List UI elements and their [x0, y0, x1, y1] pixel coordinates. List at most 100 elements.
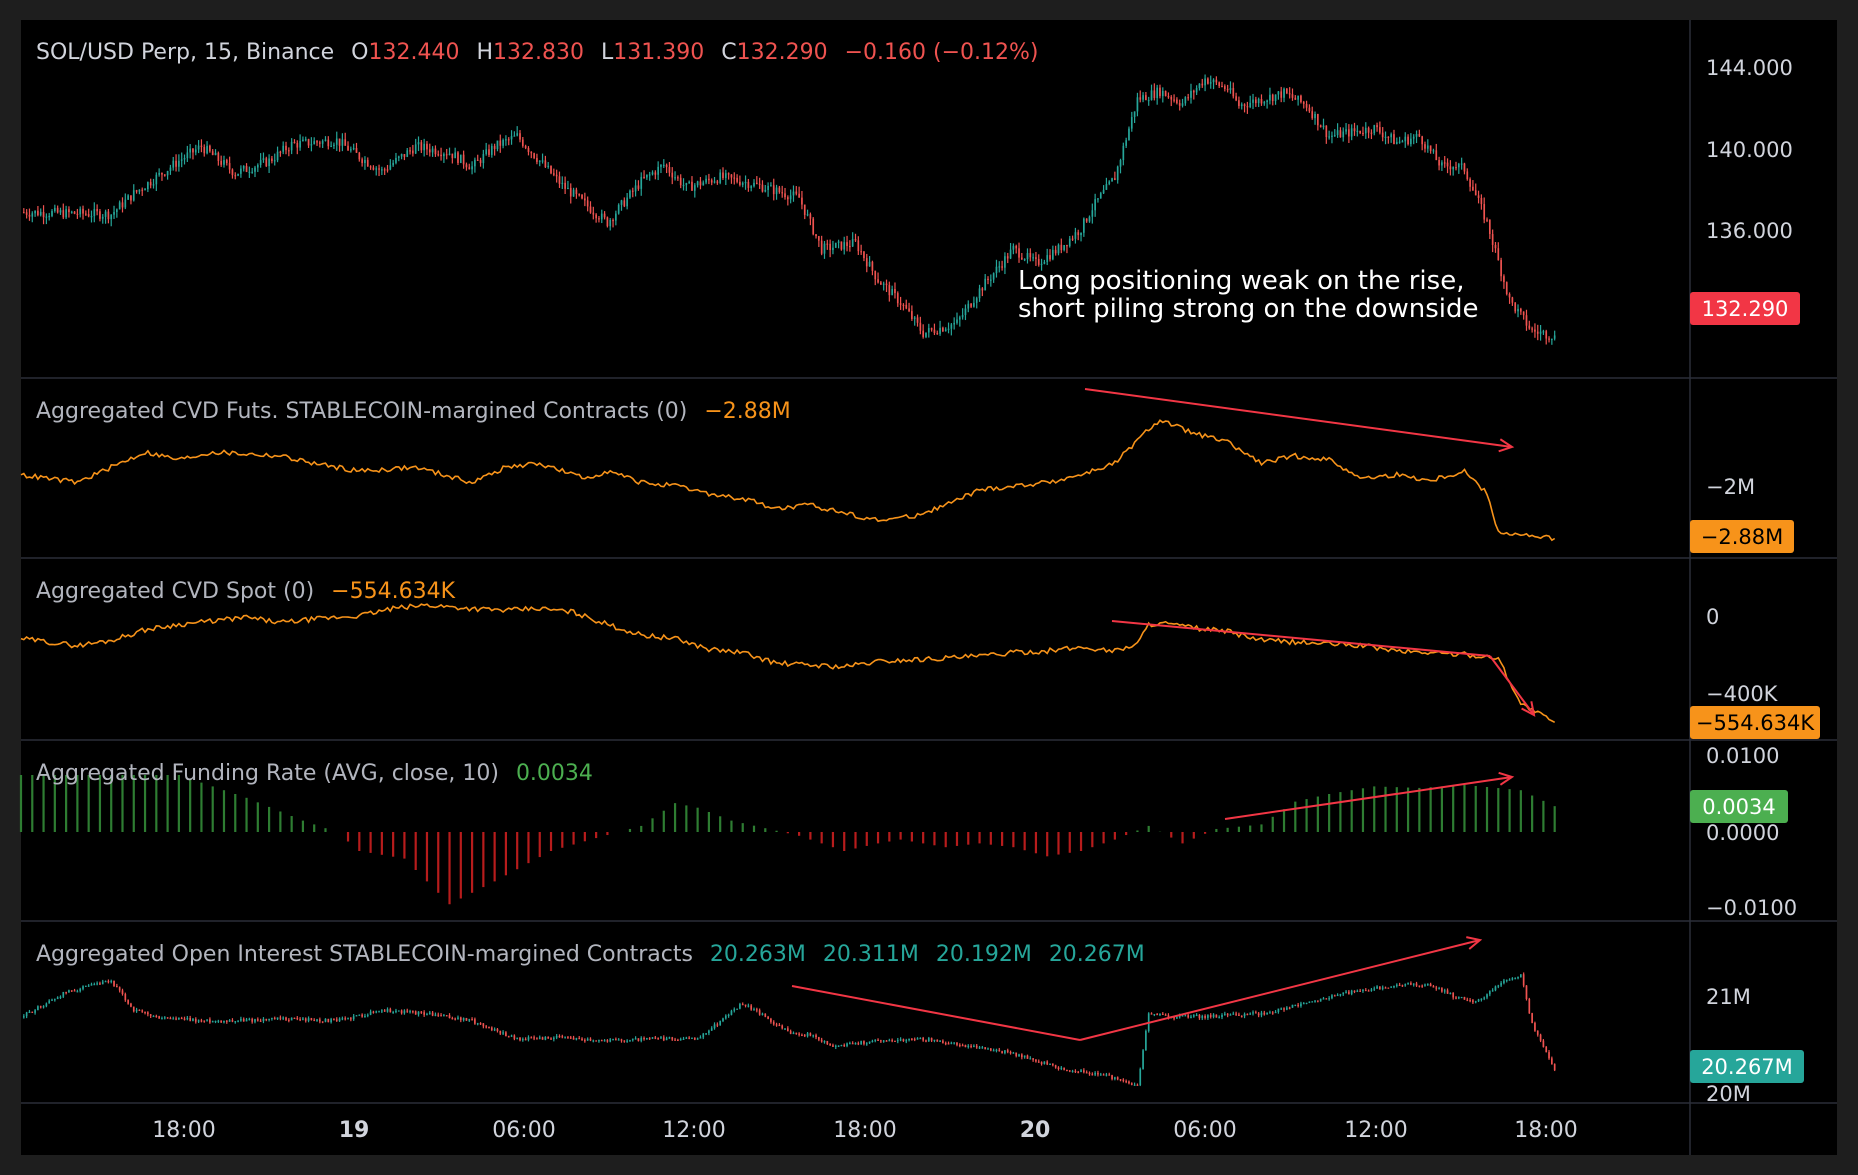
price-candle — [1088, 216, 1091, 222]
oi-candle — [163, 1017, 166, 1019]
oi-candle — [744, 1004, 747, 1006]
price-candle — [693, 185, 696, 191]
oi-candle — [1424, 984, 1426, 986]
price-candle — [665, 164, 668, 168]
oi-candle — [225, 1020, 228, 1022]
oi-candle — [1128, 1081, 1130, 1084]
oi-candle — [1418, 985, 1421, 987]
oi-candle — [502, 1032, 504, 1034]
oi-candle — [975, 1045, 978, 1048]
oi-candle — [211, 1021, 214, 1023]
cvd-spot-pane[interactable] — [20, 603, 1556, 724]
time-axis-label: 06:00 — [1173, 1118, 1236, 1143]
price-candle — [527, 148, 530, 152]
cvd-futs-pane[interactable] — [20, 419, 1556, 542]
oi-candle — [1410, 983, 1412, 985]
oi-candle — [860, 1041, 862, 1045]
price-candle — [206, 145, 208, 154]
open-label: O — [351, 40, 368, 65]
oi-candle — [696, 1038, 699, 1040]
price-candle — [730, 174, 733, 178]
price-candle — [1026, 253, 1029, 260]
oi-candle — [851, 1043, 854, 1045]
oi-candle — [1029, 1058, 1032, 1060]
price-candle — [1040, 263, 1043, 266]
price-candle — [59, 210, 62, 213]
price-candle — [851, 239, 854, 247]
price-candle — [203, 147, 206, 154]
oi-candle — [271, 1017, 273, 1020]
oi-candle — [1015, 1052, 1018, 1056]
annotation-line-1: Long positioning weak on the rise, — [1018, 266, 1464, 296]
oi-candle — [615, 1039, 617, 1041]
price-candle — [1111, 178, 1113, 182]
oi-candle — [25, 1012, 28, 1017]
price-candle — [550, 165, 552, 174]
oi-candle — [595, 1040, 597, 1042]
price-pane[interactable] — [22, 74, 1556, 345]
funding-rate-pane[interactable] — [19, 775, 1556, 905]
price-candle — [784, 193, 786, 198]
oi-value-1: 20.263M — [710, 942, 806, 967]
oi-candle — [846, 1043, 848, 1046]
time-axis-label: 06:00 — [492, 1118, 555, 1143]
oi-value-3: 20.192M — [936, 942, 1032, 967]
price-candle — [1009, 249, 1012, 259]
oi-candle — [1291, 1004, 1294, 1008]
price-candle — [1325, 125, 1328, 137]
oi-candle — [524, 1039, 527, 1041]
oi-candle — [863, 1041, 865, 1044]
oi-candle — [1254, 1012, 1257, 1014]
price-candle — [643, 176, 645, 179]
cvd-spot-line — [20, 603, 1556, 724]
oi-candle — [1257, 1013, 1260, 1016]
price-candle — [381, 169, 383, 171]
price-candle — [251, 171, 254, 173]
price-candle — [147, 182, 149, 190]
price-candle — [1240, 104, 1243, 107]
oi-candle — [1421, 985, 1424, 987]
price-candle — [1074, 232, 1077, 239]
price-candle — [1057, 244, 1060, 254]
price-candle — [682, 184, 685, 187]
oi-candle — [440, 1015, 442, 1017]
price-candle — [457, 152, 459, 163]
oi-candle — [1153, 1013, 1156, 1016]
price-candle — [705, 178, 707, 183]
price-candle — [1032, 257, 1034, 259]
price-candle — [293, 141, 296, 144]
oi-candle — [654, 1037, 657, 1039]
price-candle — [1477, 195, 1480, 198]
oi-candle — [327, 1018, 330, 1023]
price-candle — [79, 208, 82, 215]
price-candle — [152, 184, 155, 186]
trend-arrow-head — [1498, 438, 1515, 453]
price-candle — [479, 160, 482, 164]
oi-candle — [197, 1020, 200, 1022]
price-candle — [1491, 234, 1494, 245]
oi-candle — [713, 1024, 716, 1029]
price-candle — [338, 138, 341, 146]
oi-candle — [1404, 984, 1407, 986]
price-candle — [1122, 145, 1125, 161]
price-candle — [1457, 164, 1460, 168]
price-candle — [1463, 163, 1466, 172]
price-candle — [857, 240, 860, 252]
price-candle — [1407, 136, 1409, 145]
oi-candle — [389, 1009, 392, 1013]
price-candle — [1049, 255, 1051, 260]
oi-candle — [1497, 985, 1500, 987]
funding-title: Aggregated Funding Rate (AVG, close, 10) — [36, 761, 499, 786]
oi-candle — [1136, 1084, 1139, 1086]
price-candle — [1449, 166, 1452, 170]
time-axis: 18:00 19 06:00 12:00 18:00 20 06:00 12:00 18:00 — [152, 1118, 1577, 1143]
price-candle — [1469, 179, 1471, 187]
oi-candle — [1387, 987, 1390, 989]
price-candle — [1415, 133, 1418, 137]
price-candle — [347, 145, 349, 151]
price-candle — [530, 151, 533, 154]
price-candle — [223, 160, 225, 165]
price-candle — [327, 139, 330, 147]
oi-candle — [1305, 1002, 1308, 1005]
